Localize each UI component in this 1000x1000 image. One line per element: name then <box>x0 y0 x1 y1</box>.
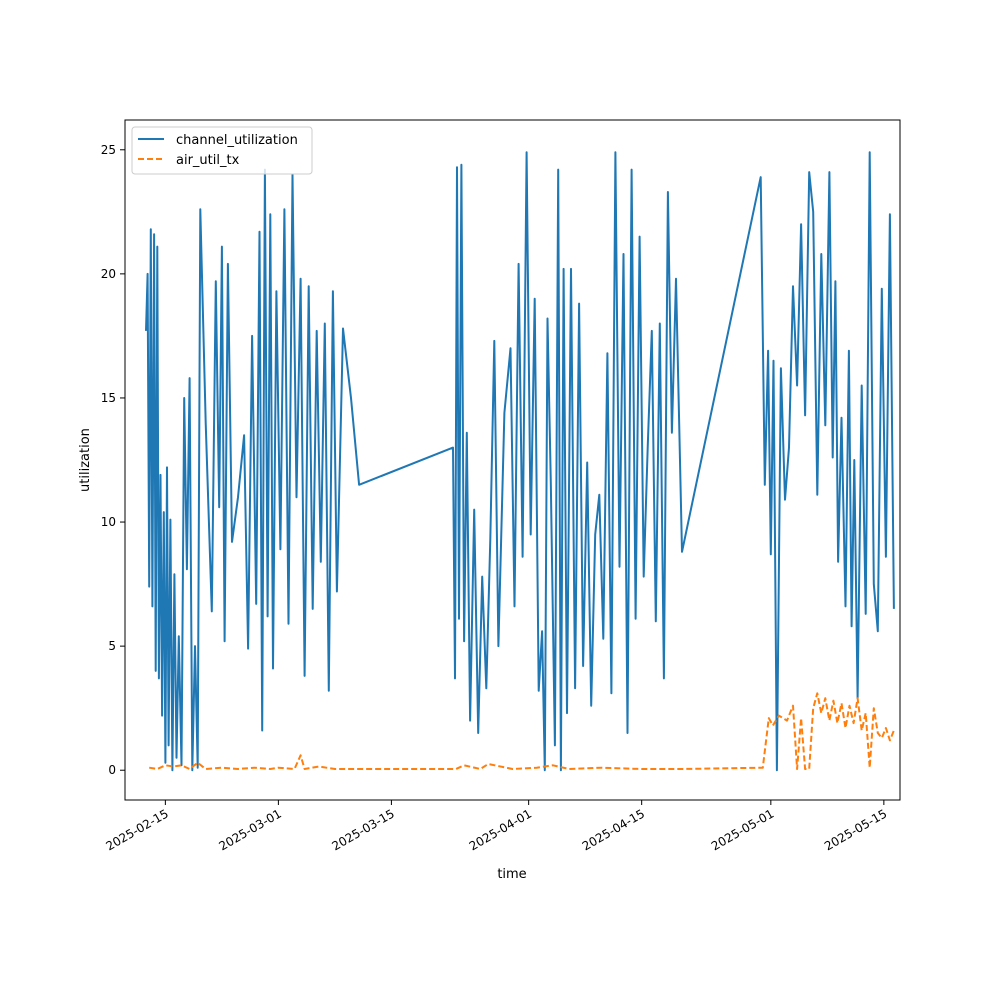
y-axis: 0 5 10 15 20 25 <box>101 143 125 777</box>
legend: channel_utilization air_util_tx <box>131 126 313 175</box>
series-line-channel-utilization <box>145 151 895 772</box>
y-tick-label: 15 <box>101 391 116 405</box>
series-line-air-util-tx <box>149 692 895 770</box>
plot-frame <box>124 119 901 801</box>
y-tick-label: 25 <box>101 143 116 157</box>
legend-box <box>131 126 313 175</box>
x-axis-title: time <box>497 867 526 882</box>
y-tick-label: 5 <box>108 639 116 653</box>
y-tick-label: 20 <box>101 267 116 281</box>
series-layer <box>145 151 895 772</box>
y-tick-label: 0 <box>108 763 116 777</box>
legend-label-channel-utilization: channel_utilization <box>176 133 298 148</box>
legend-label-air-util-tx: air_util_tx <box>176 153 240 168</box>
y-tick-label: 10 <box>101 515 116 529</box>
y-axis-title: utilization <box>78 428 93 492</box>
